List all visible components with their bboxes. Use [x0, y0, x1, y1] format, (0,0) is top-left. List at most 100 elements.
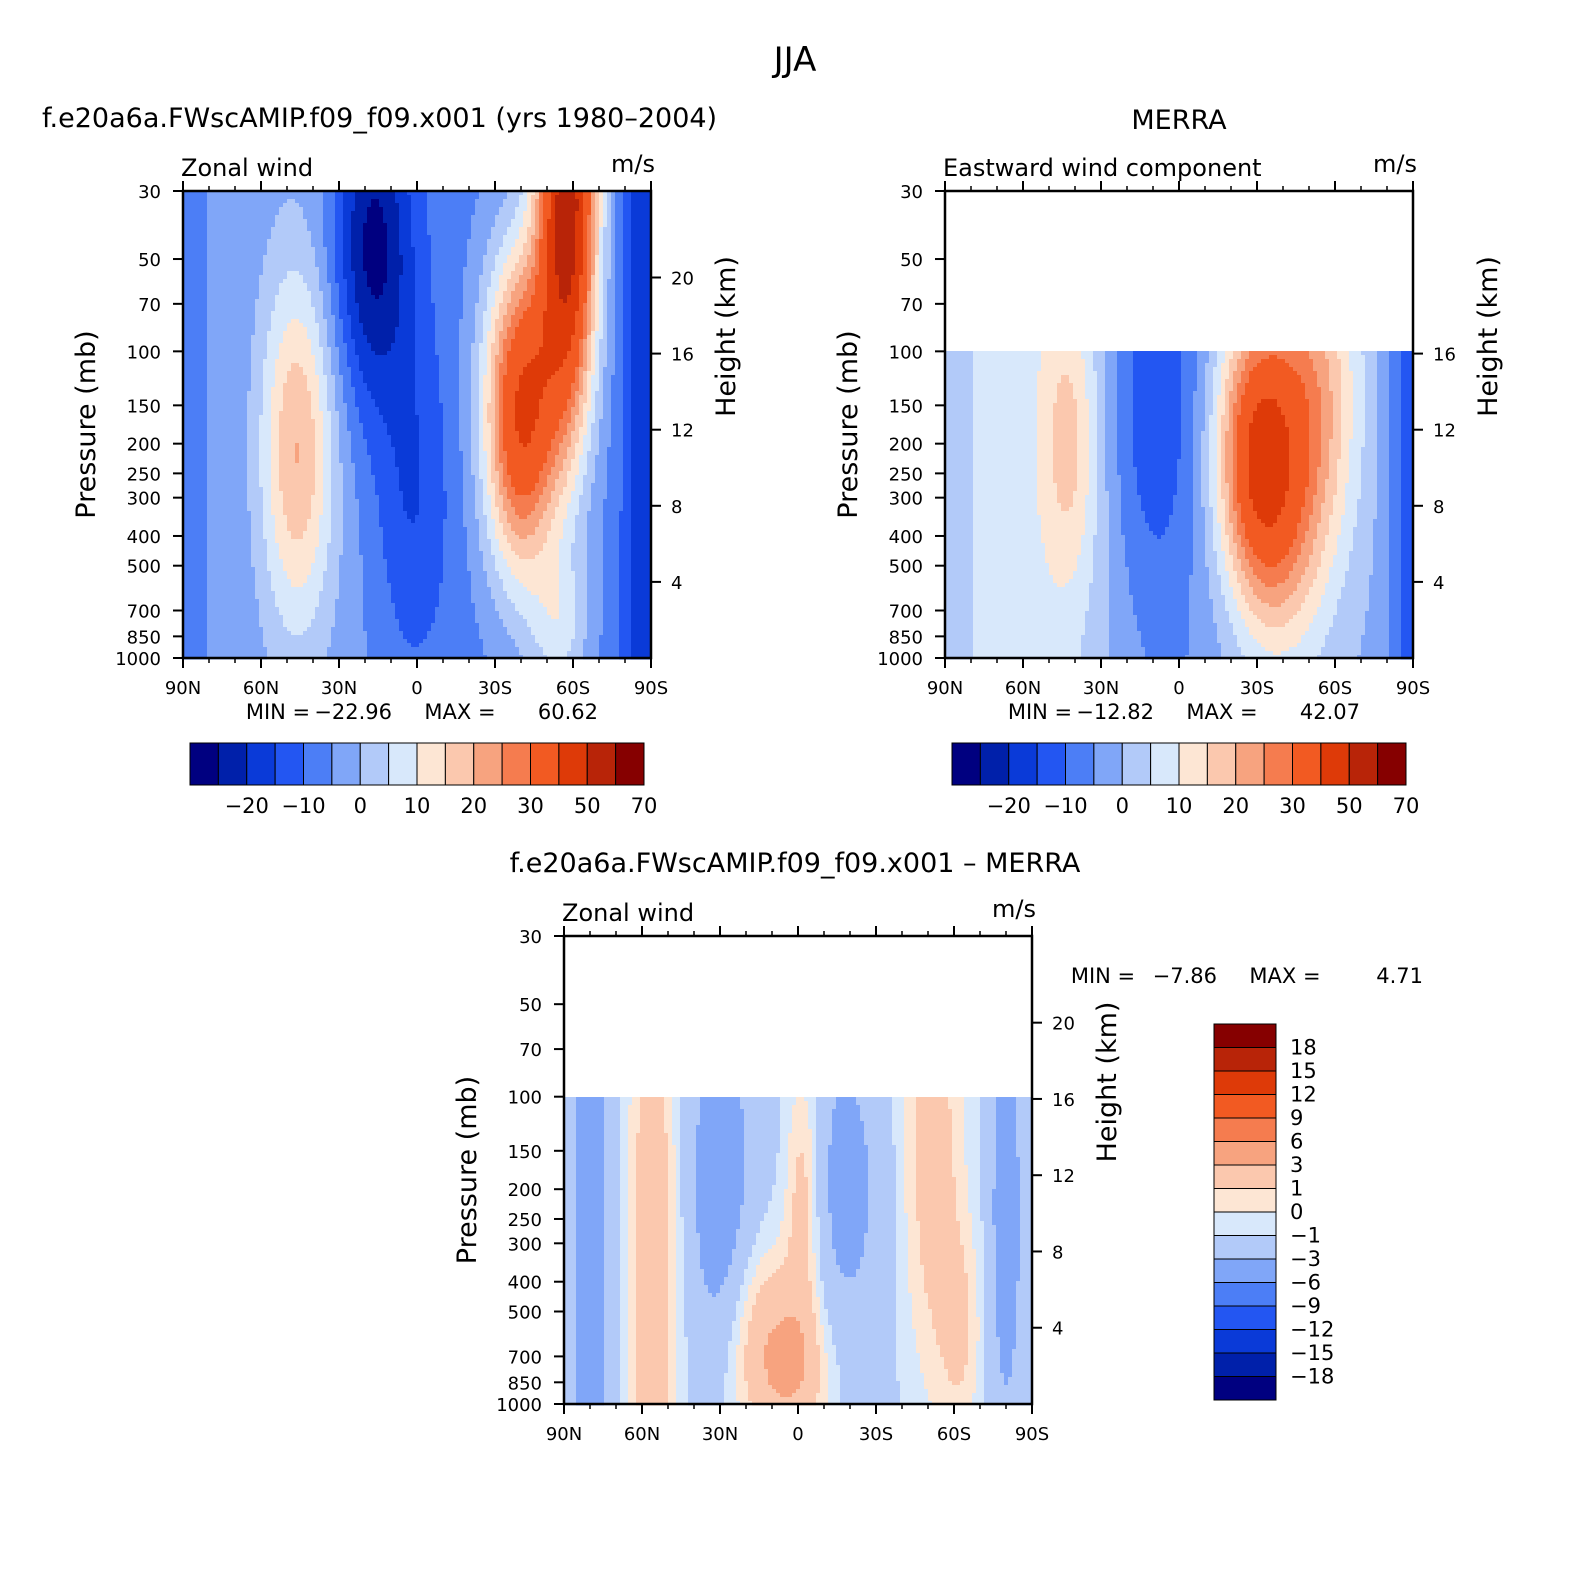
field-cell — [563, 223, 568, 228]
field-cell — [459, 259, 464, 264]
field-cell — [271, 259, 276, 264]
field-cell — [207, 247, 212, 252]
field-cell — [327, 275, 332, 280]
field-cell — [603, 275, 608, 280]
field-cell — [491, 207, 496, 212]
field-cell — [443, 247, 448, 252]
field-cell — [363, 203, 368, 208]
field-cell — [223, 255, 228, 260]
field-cell — [255, 223, 260, 228]
field-cell — [451, 235, 456, 240]
field-cell — [223, 283, 228, 288]
field-cell — [375, 259, 380, 264]
field-cell — [283, 283, 288, 288]
field-cell — [383, 235, 388, 240]
field-cell — [343, 283, 348, 288]
field-cell — [351, 247, 356, 252]
field-cell — [463, 207, 468, 212]
field-cell — [435, 199, 440, 204]
field-cell — [335, 239, 340, 244]
field-cell — [435, 263, 440, 268]
field-cell — [191, 195, 196, 200]
field-cell — [359, 223, 364, 228]
field-cell — [307, 211, 312, 216]
field-cell — [295, 227, 300, 232]
field-cell — [323, 251, 328, 256]
field-cell — [227, 275, 232, 280]
field-cell — [571, 207, 576, 212]
field-cell — [191, 255, 196, 260]
field-cell — [383, 251, 388, 256]
field-cell — [455, 271, 460, 276]
field-cell — [499, 195, 504, 200]
field-cell — [203, 247, 208, 252]
field-cell — [595, 215, 600, 220]
field-cell — [239, 259, 244, 264]
field-cell — [307, 215, 312, 220]
field-cell — [247, 271, 252, 276]
field-cell — [495, 279, 500, 284]
field-cell — [395, 199, 400, 204]
field-cell — [387, 279, 392, 284]
field-cell — [587, 195, 592, 200]
field-cell — [319, 275, 324, 280]
field-cell — [475, 195, 480, 200]
field-cell — [243, 251, 248, 256]
field-cell — [271, 203, 276, 208]
field-cell — [447, 243, 452, 248]
field-cell — [371, 195, 376, 200]
field-cell — [299, 195, 304, 200]
field-cell — [327, 223, 332, 228]
field-cell — [247, 207, 252, 212]
field-cell — [243, 255, 248, 260]
field-cell — [619, 215, 624, 220]
field-cell — [295, 267, 300, 272]
field-cell — [479, 203, 484, 208]
field-cell — [387, 231, 392, 236]
field-cell — [203, 211, 208, 216]
field-cell — [563, 215, 568, 220]
field-cell — [631, 199, 636, 204]
field-cell — [263, 211, 268, 216]
field-cell — [235, 271, 240, 276]
field-cell — [579, 195, 584, 200]
field-cell — [495, 247, 500, 252]
field-cell — [415, 263, 420, 268]
field-cell — [187, 207, 192, 212]
field-cell — [431, 203, 436, 208]
field-cell — [559, 227, 564, 232]
field-cell — [263, 195, 268, 200]
field-cell — [291, 235, 296, 240]
field-cell — [351, 231, 356, 236]
field-cell — [227, 279, 232, 284]
field-cell — [631, 235, 636, 240]
field-cell — [515, 275, 520, 280]
field-cell — [551, 235, 556, 240]
field-cell — [359, 251, 364, 256]
field-cell — [515, 207, 520, 212]
field-cell — [515, 279, 520, 284]
field-cell — [271, 251, 276, 256]
field-cell — [367, 267, 372, 272]
field-cell — [303, 211, 308, 216]
field-cell — [223, 251, 228, 256]
field-cell — [335, 243, 340, 248]
field-cell — [427, 215, 432, 220]
field-cell — [399, 275, 404, 280]
field-cell — [231, 243, 236, 248]
field-cell — [227, 259, 232, 264]
field-cell — [619, 207, 624, 212]
field-cell — [359, 263, 364, 268]
field-cell — [191, 223, 196, 228]
field-cell — [547, 275, 552, 280]
field-cell — [495, 207, 500, 212]
field-cell — [387, 199, 392, 204]
field-cell — [315, 211, 320, 216]
field-cell — [635, 207, 640, 212]
field-cell — [311, 207, 316, 212]
field-cell — [623, 263, 628, 268]
field-cell — [363, 247, 368, 252]
field-cell — [283, 239, 288, 244]
field-cell — [355, 259, 360, 264]
field-cell — [543, 219, 548, 224]
